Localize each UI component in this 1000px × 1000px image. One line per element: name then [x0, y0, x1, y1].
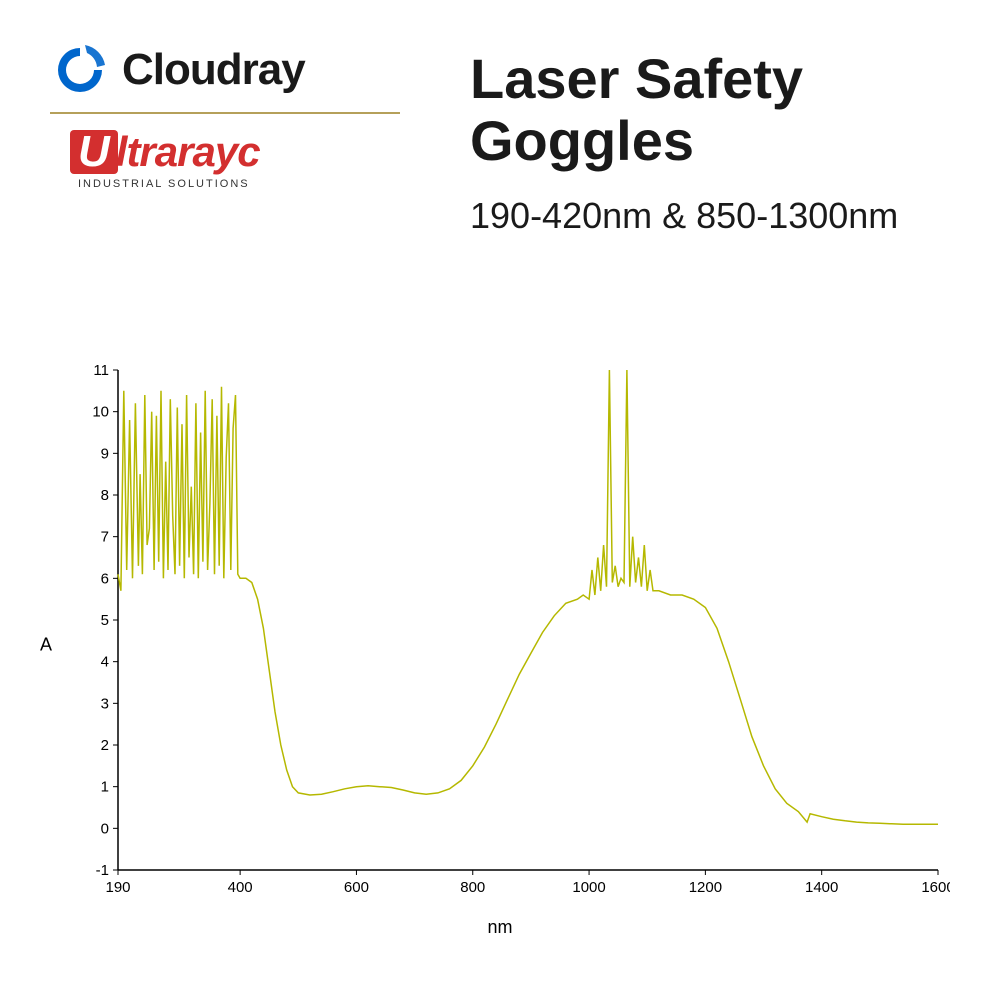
header: Cloudray U ltrarayc INDUSTRIAL SOLUTIONS…	[0, 0, 1000, 237]
ultrarayc-subtitle: INDUSTRIAL SOLUTIONS	[78, 178, 410, 190]
svg-text:600: 600	[344, 879, 369, 896]
svg-text:5: 5	[101, 612, 109, 629]
svg-text:6: 6	[101, 570, 109, 587]
spectrum-chart: A -1012345678910111904006008001000120014…	[50, 360, 950, 930]
svg-text:1400: 1400	[805, 879, 838, 896]
svg-text:0: 0	[101, 820, 109, 837]
cloudray-logo: Cloudray	[50, 40, 410, 100]
svg-text:400: 400	[228, 879, 253, 896]
cloudray-text: Cloudray	[122, 45, 305, 95]
ultrarayc-rest: ltrarayc	[116, 128, 260, 176]
svg-text:11: 11	[93, 362, 109, 379]
logos-block: Cloudray U ltrarayc INDUSTRIAL SOLUTIONS	[50, 40, 410, 237]
ultrarayc-u-badge: U	[70, 130, 118, 174]
ultrarayc-logo: U ltrarayc INDUSTRIAL SOLUTIONS	[70, 128, 410, 190]
svg-text:8: 8	[101, 487, 109, 504]
svg-text:4: 4	[101, 654, 109, 671]
svg-text:1000: 1000	[572, 879, 605, 896]
svg-text:1600: 1600	[921, 879, 950, 896]
svg-text:3: 3	[101, 695, 109, 712]
logo-divider	[50, 112, 400, 114]
title-block: Laser Safety Goggles 190-420nm & 850-130…	[470, 40, 950, 237]
svg-text:7: 7	[101, 529, 109, 546]
svg-text:2: 2	[101, 737, 109, 754]
y-axis-label: A	[40, 635, 52, 656]
svg-text:10: 10	[92, 404, 109, 421]
cloudray-icon	[50, 40, 110, 100]
svg-text:9: 9	[101, 445, 109, 462]
page-title-line2: Goggles	[470, 110, 950, 172]
page-title-line1: Laser Safety	[470, 48, 950, 110]
svg-text:1: 1	[101, 779, 109, 796]
x-axis-label: nm	[487, 917, 512, 938]
svg-text:-1: -1	[96, 862, 109, 879]
chart-svg: -1 0 1 2 3 4 5 6 7 8 9 10 11 190 400 600 800 1000 1200 1400…	[50, 360, 950, 930]
page-subtitle: 190-420nm & 850-1300nm	[470, 195, 950, 237]
svg-text:1200: 1200	[689, 879, 722, 896]
svg-text:190: 190	[105, 879, 130, 896]
svg-text:800: 800	[460, 879, 485, 896]
ultrarayc-main: U ltrarayc	[70, 128, 410, 176]
